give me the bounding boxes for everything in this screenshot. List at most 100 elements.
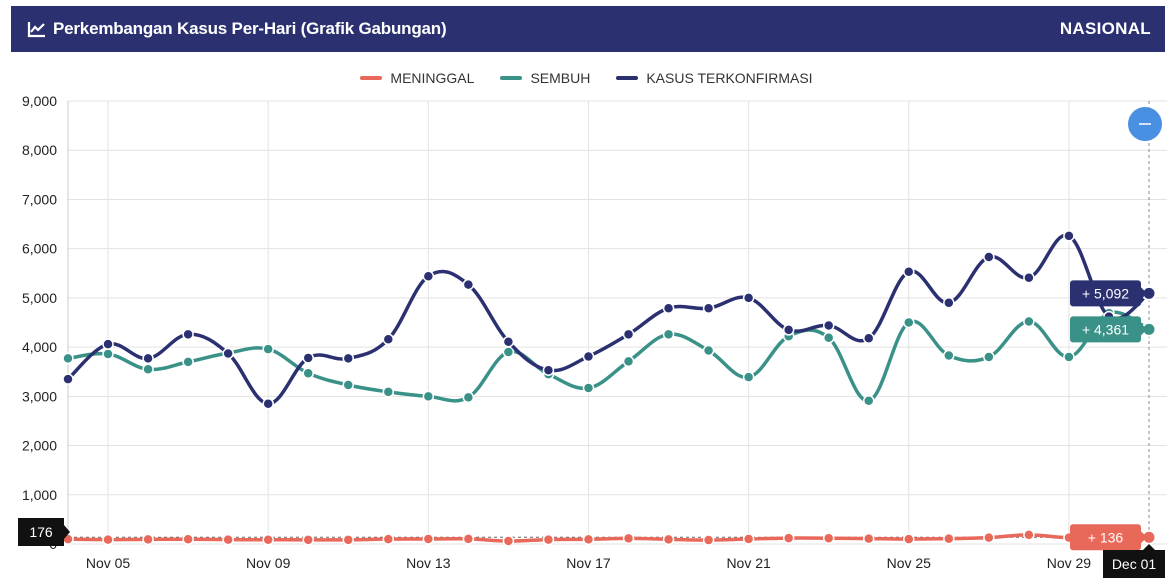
data-point (1063, 230, 1075, 242)
tooltip-sembuh: + 4,361 (1070, 316, 1147, 343)
data-point (142, 363, 154, 376)
legend-label-kasus-terkonfirmasi: KASUS TERKONFIRMASI (646, 70, 813, 86)
y-value-arrow (64, 525, 70, 539)
y-value-box (18, 518, 64, 546)
data-point (702, 302, 715, 314)
data-point (822, 532, 835, 544)
data-point (462, 391, 475, 404)
data-point (342, 352, 355, 365)
legend-swatch-sembuh (500, 76, 523, 80)
tooltip-arrow (1141, 531, 1147, 544)
data-point (142, 533, 154, 546)
y-tick-label: 2,000 (22, 438, 57, 454)
data-point (983, 251, 995, 263)
data-point (142, 352, 154, 365)
data-point (742, 371, 755, 383)
data-point (222, 533, 234, 546)
data-point (742, 292, 755, 304)
data-point (582, 382, 595, 394)
data-point (622, 355, 635, 368)
tooltip-meninggal: + 136 (1070, 524, 1147, 551)
header-title-group: Perkembangan Kasus Per-Hari (Grafik Gabu… (27, 19, 447, 39)
data-point (342, 534, 355, 546)
tooltip-value: + 5,092 (1082, 285, 1129, 301)
y-tick-label: 6,000 (22, 241, 57, 257)
date-box (1103, 550, 1165, 578)
data-point (262, 397, 274, 410)
data-point (382, 333, 395, 345)
data-point (943, 297, 955, 309)
zoom-out-button[interactable] (1128, 107, 1162, 141)
y-tick-label: 8,000 (22, 142, 57, 158)
data-point (702, 344, 715, 357)
legend-swatch-meninggal (360, 76, 383, 80)
data-point (662, 533, 675, 546)
data-point (662, 302, 675, 314)
y-tick-label: 4,000 (22, 339, 57, 355)
legend-swatch-kasus-terkonfirmasi (616, 76, 639, 80)
grid-lines (68, 100, 1167, 545)
data-point (542, 533, 555, 546)
data-point (62, 373, 74, 385)
series-line-kasus-terkonfirmasi (66, 233, 1151, 406)
data-point (943, 349, 955, 362)
x-tick-label: Nov 09 (246, 555, 291, 571)
series-points-kasus-terkonfirmasi (62, 230, 1157, 410)
data-point (782, 532, 795, 544)
line-chart-icon (27, 22, 45, 38)
data-point (862, 395, 875, 407)
legend-label-meninggal: MENINGGAL (390, 70, 475, 86)
data-point (302, 367, 314, 379)
data-point (662, 328, 675, 341)
y-tick-label: 7,000 (22, 191, 57, 207)
tooltip-box (1070, 524, 1141, 551)
data-point (622, 532, 635, 545)
data-point (542, 364, 555, 376)
series-line-sembuh (67, 310, 1150, 403)
legend-item-sembuh[interactable]: SEMBUH (500, 70, 590, 86)
data-point (903, 316, 915, 329)
data-point (1023, 529, 1035, 541)
data-point (702, 534, 715, 546)
data-point (62, 352, 74, 365)
data-point (382, 386, 395, 398)
data-point (502, 346, 515, 358)
series-line-meninggal (67, 533, 1150, 543)
date-text: Dec 01 (1112, 556, 1157, 572)
date-arrow (1143, 544, 1155, 550)
tooltip-arrow (1141, 323, 1147, 336)
data-point (462, 278, 475, 291)
data-point (582, 350, 595, 363)
data-point (822, 319, 835, 332)
data-point (903, 533, 915, 545)
tooltip-kasus-terkonfirmasi: + 5,092 (1070, 280, 1147, 307)
data-point (822, 332, 835, 344)
data-point (502, 335, 515, 348)
hover-x-date-label: Dec 01 (1103, 544, 1165, 578)
data-point (422, 270, 435, 282)
chart-header: Perkembangan Kasus Per-Hari (Grafik Gabu… (11, 6, 1165, 52)
chart-title: Perkembangan Kasus Per-Hari (Grafik Gabu… (53, 19, 447, 38)
data-point (983, 351, 995, 363)
chart-legend: MENINGGAL SEMBUH KASUS TERKONFIRMASI (0, 70, 1173, 86)
data-point (222, 347, 234, 360)
legend-item-meninggal[interactable]: MENINGGAL (360, 70, 474, 86)
legend-item-kasus-terkonfirmasi[interactable]: KASUS TERKONFIRMASI (616, 70, 813, 86)
data-point (742, 533, 755, 545)
data-point (102, 348, 114, 360)
data-point (182, 533, 194, 545)
x-tick-label: Nov 17 (566, 555, 611, 571)
data-point (302, 534, 314, 546)
data-point (1063, 351, 1075, 363)
hover-y-value-label: 176 (18, 518, 70, 546)
data-point (262, 534, 274, 546)
data-point (182, 328, 194, 341)
series-points-meninggal (62, 529, 1157, 547)
data-point (342, 379, 355, 391)
data-point (102, 338, 114, 350)
data-point (582, 533, 595, 546)
data-point (1023, 315, 1035, 328)
data-point (943, 532, 955, 545)
y-tick-label: 3,000 (22, 388, 57, 404)
region-label: NASIONAL (1059, 19, 1151, 38)
